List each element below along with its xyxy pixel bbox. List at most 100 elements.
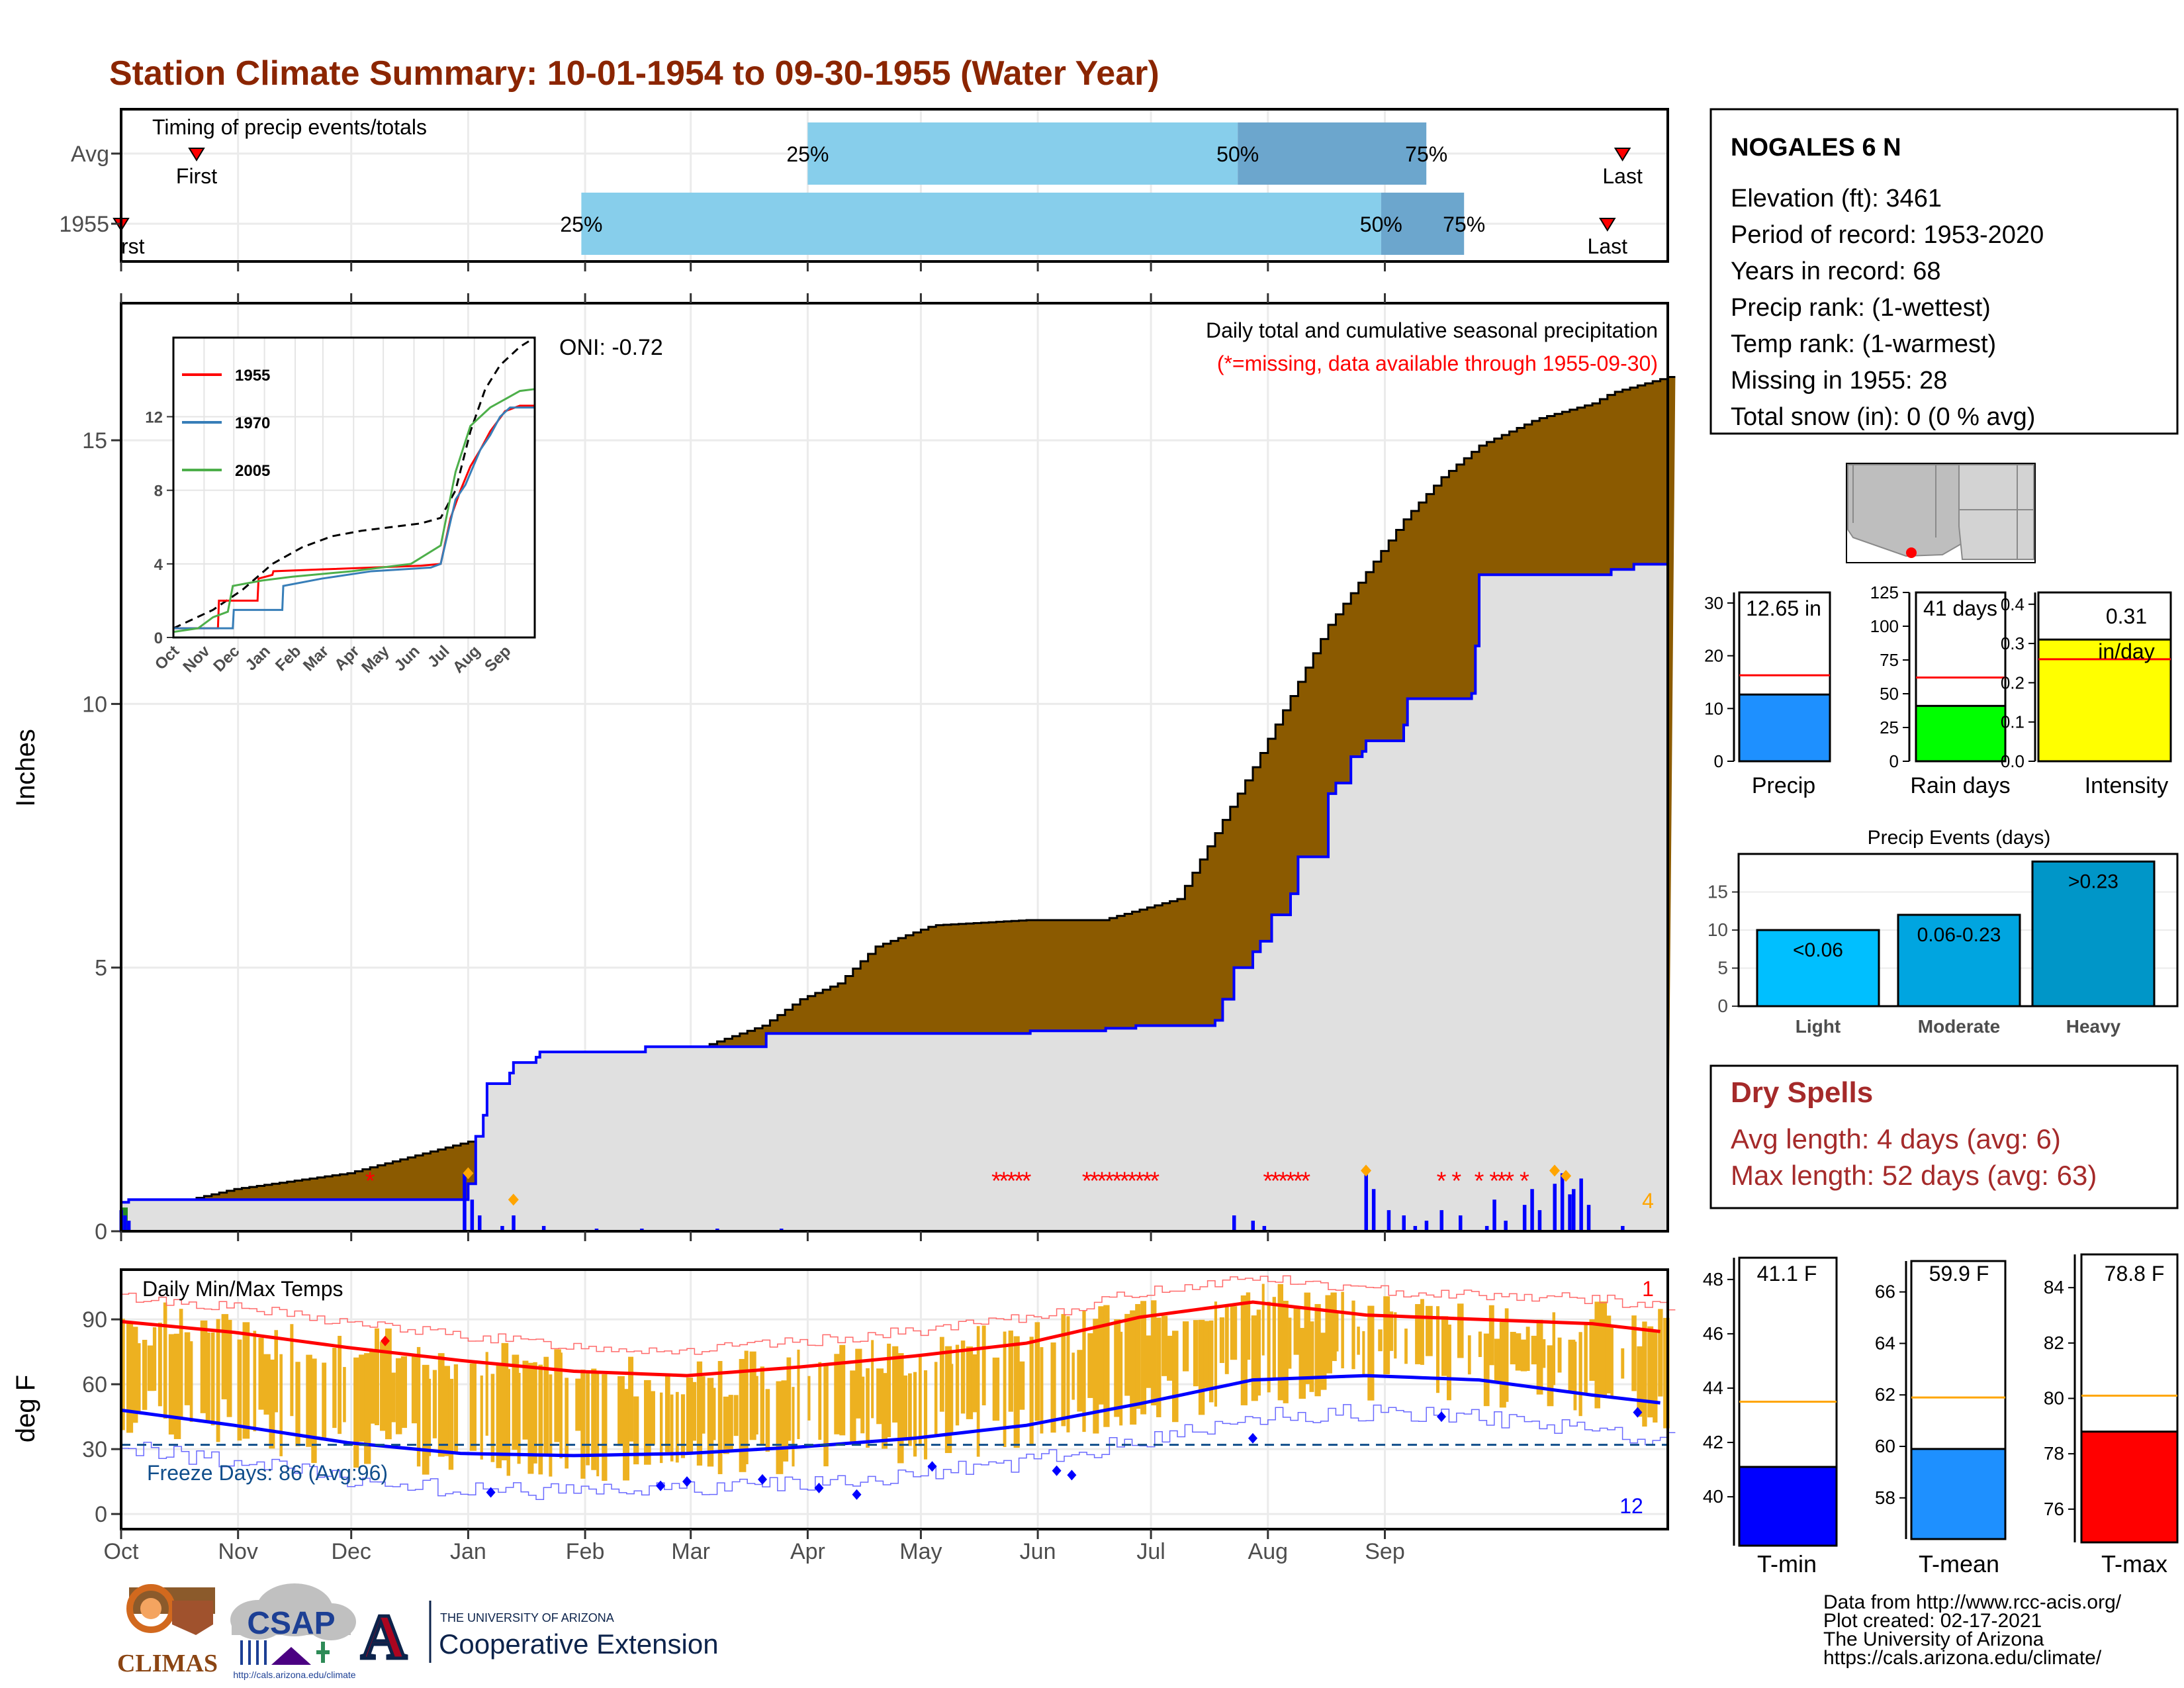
daily-temp-bar (136, 1343, 141, 1413)
daily-temp-bar (644, 1380, 651, 1465)
daily-temp-bar (126, 1321, 134, 1433)
precip-ytick-label-2: 10 (82, 692, 107, 717)
missing-marker-20: * (1293, 1167, 1303, 1195)
daily-temp-bar (1531, 1335, 1538, 1365)
daily-temp-bar (807, 1376, 811, 1421)
daily-temp-bar (1272, 1297, 1276, 1379)
station-location-dot (1906, 547, 1917, 558)
daily-temp-bar (1351, 1300, 1355, 1370)
daily-temp-bar (1193, 1320, 1199, 1387)
precip-caption-1: Daily total and cumulative seasonal prec… (1206, 318, 1658, 342)
page-title: Station Climate Summary: 10-01-1954 to 0… (109, 54, 1160, 93)
daily-precip-bar-8 (541, 1226, 546, 1231)
daily-temp-bar (173, 1333, 181, 1439)
minibar-tick-label-1-3: 75 (1880, 650, 1899, 670)
missing-marker-16: * (1263, 1167, 1273, 1195)
missing-marker-28: * (1520, 1167, 1529, 1195)
daily-temp-bar (686, 1377, 694, 1453)
missing-marker-7: * (1089, 1167, 1099, 1195)
tempbar-tick-label-0-3: 46 (1703, 1323, 1723, 1344)
temperature-mini-bars: 40 42 44 46 48 58 60 62 64 66 76 78 80 82 84 (1703, 1253, 2179, 1547)
inset-legend-label-2: 2005 (235, 462, 270, 480)
footer-line-2: The University of Arizona (1823, 1628, 2044, 1650)
record-low-marker-1 (656, 1480, 666, 1491)
heavy-event-diamond-0 (463, 1167, 474, 1180)
daily-temp-bar (1610, 1327, 1614, 1397)
daily-precip-bar-34 (1572, 1189, 1576, 1231)
daily-temp-bar (1478, 1331, 1482, 1357)
timing-panel: 25% 50% 75% First Last Avg 25% 50% 75% rst Last 195… (59, 108, 1669, 271)
daily-precip-bar-4 (470, 1199, 475, 1231)
daily-temp-bar (702, 1376, 705, 1434)
record-low-marker-9 (1248, 1432, 1257, 1444)
daily-precip-bar-20 (1402, 1215, 1406, 1231)
minibar-value-intensity-unit: in/day (2098, 639, 2154, 663)
daily-temp-bar (210, 1332, 215, 1426)
daily-temp-bar (823, 1366, 829, 1467)
events-ytick-label-0: 0 (1717, 996, 1728, 1016)
daily-temp-bar (1594, 1301, 1600, 1409)
daily-temp-bar (1525, 1327, 1530, 1372)
temps-label: Daily Min/Max Temps (142, 1277, 343, 1301)
daily-temp-bar (453, 1364, 459, 1452)
missing-marker-26: * (1497, 1167, 1507, 1195)
temps-panel: 0 30 60 90 (82, 1268, 1676, 1539)
daily-temp-bar (1230, 1306, 1238, 1360)
daily-temp-bar (1208, 1320, 1214, 1403)
daily-temp-bar (1040, 1347, 1044, 1434)
daily-temp-bar (591, 1368, 597, 1470)
daily-temp-bar (1087, 1333, 1094, 1398)
tempbar-tick-label-0-1: 42 (1703, 1432, 1723, 1452)
daily-temp-bar (918, 1356, 922, 1446)
daily-temp-bar (1499, 1322, 1506, 1408)
summary-mini-bars: 0 10 20 30 0 25 50 75 100 125 0.0 0.1 0.2 0.3 0.4 (1704, 583, 2172, 771)
minibar-tick-label-1-4: 100 (1870, 616, 1899, 636)
daily-temp-bar (1541, 1339, 1546, 1368)
daily-temp-bar (1182, 1321, 1189, 1372)
minibar-tick-label-2-2: 0.2 (2001, 673, 2025, 692)
record-low-marker-10 (1437, 1411, 1446, 1423)
daily-precip-bar-19 (1387, 1210, 1391, 1231)
precip-ytick-label-1: 5 (95, 956, 107, 981)
daily-temp-bar (754, 1376, 758, 1434)
daily-temp-bar (834, 1354, 841, 1434)
minibar-value-bar-1 (1915, 704, 2007, 763)
month-label-4: Feb (566, 1539, 605, 1564)
daily-temp-bar (253, 1331, 257, 1432)
daily-precip-bar-29 (1530, 1189, 1534, 1231)
month-label-0: Oct (104, 1539, 139, 1564)
info-line-4: Temp rank: (1-warmest) (1731, 330, 1996, 358)
daily-temp-bar (1510, 1331, 1516, 1365)
daily-temp-bar (237, 1339, 242, 1441)
daily-temp-bar (533, 1362, 537, 1464)
minibar-tick-label-2-3: 0.3 (2001, 633, 2025, 653)
missing-marker-15: * (1150, 1167, 1160, 1195)
daily-temp-bar (1388, 1311, 1394, 1351)
station-info-box: NOGALES 6 N Elevation (ft): 3461 Period … (1709, 108, 2179, 435)
daily-precip-bar-16 (1262, 1226, 1267, 1231)
daily-temp-bar (549, 1374, 553, 1477)
events-category-0: Light (1796, 1016, 1841, 1037)
daily-temp-bar (1267, 1301, 1271, 1393)
heavy-event-diamond-4 (1561, 1170, 1572, 1182)
daily-temp-bar (1034, 1322, 1040, 1421)
daily-temp-bar (781, 1380, 789, 1462)
daily-temp-bar (1515, 1333, 1522, 1371)
daily-temp-bar (1288, 1317, 1292, 1369)
missing-marker-3: * (1007, 1167, 1017, 1195)
daily-precip-bar-3 (463, 1173, 467, 1231)
daily-temp-bar (364, 1353, 371, 1464)
daily-temp-bar (1003, 1331, 1007, 1447)
events-bar-label-0: <0.06 (1793, 939, 1843, 961)
inset-average-line (173, 336, 535, 630)
daily-temp-bar (1325, 1295, 1332, 1374)
daily-temp-bar (760, 1366, 764, 1445)
daily-temp-bar (728, 1395, 733, 1452)
tempbar-value-tmax: 78.8 F (2105, 1262, 2165, 1286)
month-label-1: Nov (218, 1539, 257, 1564)
timing-bar-25-50-1 (581, 193, 1381, 255)
heavy-event-diamond-1 (508, 1194, 519, 1206)
daily-temp-bar (437, 1353, 445, 1457)
daily-temp-bar (443, 1366, 451, 1456)
daily-temp-bar (1504, 1308, 1509, 1402)
